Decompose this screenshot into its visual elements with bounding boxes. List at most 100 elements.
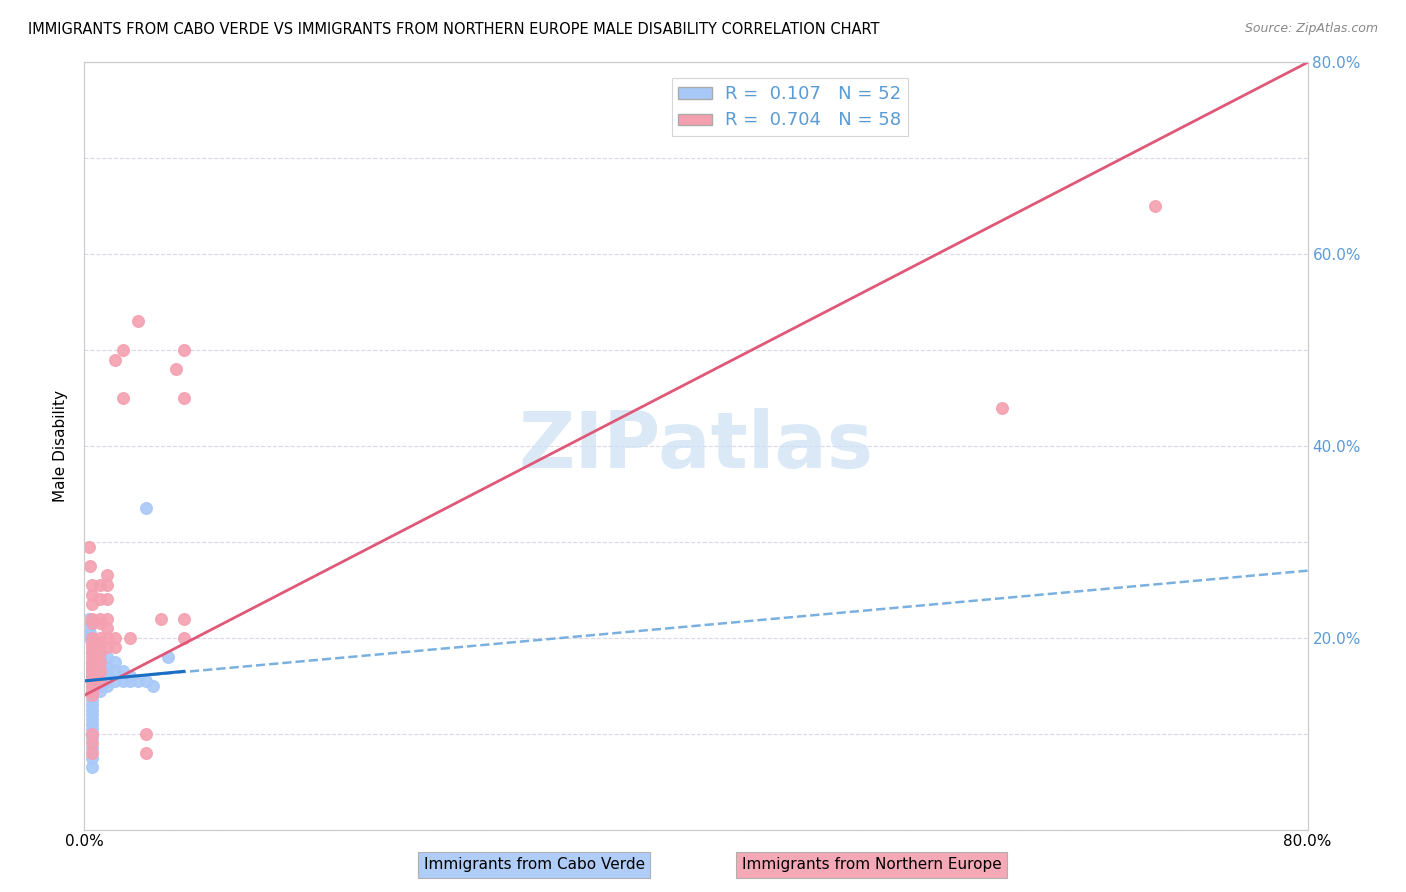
Point — [89, 683, 111, 698]
Point — [79, 558, 101, 573]
Point — [80, 612, 103, 626]
Point — [89, 578, 111, 592]
Point — [96, 669, 118, 683]
Point — [89, 673, 111, 688]
Point — [80, 707, 103, 722]
Point — [80, 645, 103, 659]
Point — [1143, 199, 1166, 213]
Point — [104, 352, 127, 367]
Point — [80, 640, 103, 655]
Point — [80, 665, 103, 679]
Point — [80, 717, 103, 731]
Point — [80, 703, 103, 717]
Point — [80, 760, 103, 774]
Point — [120, 631, 142, 645]
Point — [173, 631, 195, 645]
Text: Source: ZipAtlas.com: Source: ZipAtlas.com — [1244, 22, 1378, 36]
Point — [80, 693, 103, 707]
Point — [80, 659, 103, 673]
Point — [89, 659, 111, 673]
Text: ZIPatlas: ZIPatlas — [519, 408, 873, 484]
Text: IMMIGRANTS FROM CABO VERDE VS IMMIGRANTS FROM NORTHERN EUROPE MALE DISABILITY CO: IMMIGRANTS FROM CABO VERDE VS IMMIGRANTS… — [28, 22, 880, 37]
Point — [89, 679, 111, 693]
Point — [96, 568, 118, 582]
Point — [80, 669, 103, 683]
Point — [104, 655, 127, 669]
Point — [89, 616, 111, 631]
Point — [80, 750, 103, 764]
Point — [89, 635, 111, 649]
Point — [96, 578, 118, 592]
Point — [111, 673, 134, 688]
Point — [120, 673, 142, 688]
Point — [104, 673, 127, 688]
Point — [96, 612, 118, 626]
Point — [89, 592, 111, 607]
Point — [80, 645, 103, 659]
Point — [80, 712, 103, 726]
Point — [165, 362, 187, 376]
Point — [96, 592, 118, 607]
Point — [80, 689, 103, 703]
Point — [89, 669, 111, 683]
Point — [80, 722, 103, 736]
Point — [149, 612, 172, 626]
Point — [96, 665, 118, 679]
Point — [96, 621, 118, 635]
Point — [80, 726, 103, 740]
Legend: R =  0.107   N = 52, R =  0.704   N = 58: R = 0.107 N = 52, R = 0.704 N = 58 — [672, 78, 908, 136]
Point — [111, 665, 134, 679]
Point — [80, 679, 103, 693]
Point — [991, 401, 1014, 415]
Point — [80, 746, 103, 760]
Point — [96, 640, 118, 655]
Point — [104, 665, 127, 679]
Point — [89, 673, 111, 688]
Point — [96, 631, 118, 645]
Point — [80, 635, 103, 649]
Point — [173, 612, 195, 626]
Point — [96, 649, 118, 664]
Point — [80, 698, 103, 712]
Point — [120, 669, 142, 683]
Point — [80, 616, 103, 631]
Point — [80, 741, 103, 756]
Point — [80, 631, 103, 645]
Point — [96, 659, 118, 673]
Point — [80, 673, 103, 688]
Point — [173, 391, 195, 405]
Point — [104, 640, 127, 655]
Point — [80, 679, 103, 693]
Point — [89, 665, 111, 679]
Point — [80, 731, 103, 746]
Point — [80, 659, 103, 673]
Point — [135, 746, 157, 760]
Point — [157, 649, 180, 664]
Point — [89, 612, 111, 626]
Point — [127, 314, 149, 328]
Point — [142, 679, 165, 693]
Point — [89, 649, 111, 664]
Point — [80, 736, 103, 750]
Point — [80, 683, 103, 698]
Point — [80, 655, 103, 669]
Point — [80, 669, 103, 683]
Point — [127, 673, 149, 688]
Y-axis label: Male Disability: Male Disability — [53, 390, 69, 502]
Point — [104, 631, 127, 645]
Point — [80, 683, 103, 698]
Point — [80, 635, 103, 649]
Text: Immigrants from Cabo Verde: Immigrants from Cabo Verde — [423, 857, 645, 872]
Point — [80, 673, 103, 688]
Point — [89, 655, 111, 669]
Point — [80, 597, 103, 611]
Point — [173, 343, 195, 358]
Point — [89, 631, 111, 645]
Point — [135, 726, 157, 740]
Point — [89, 665, 111, 679]
Point — [80, 726, 103, 740]
Point — [80, 649, 103, 664]
Point — [96, 673, 118, 688]
Point — [80, 655, 103, 669]
Point — [79, 626, 101, 640]
